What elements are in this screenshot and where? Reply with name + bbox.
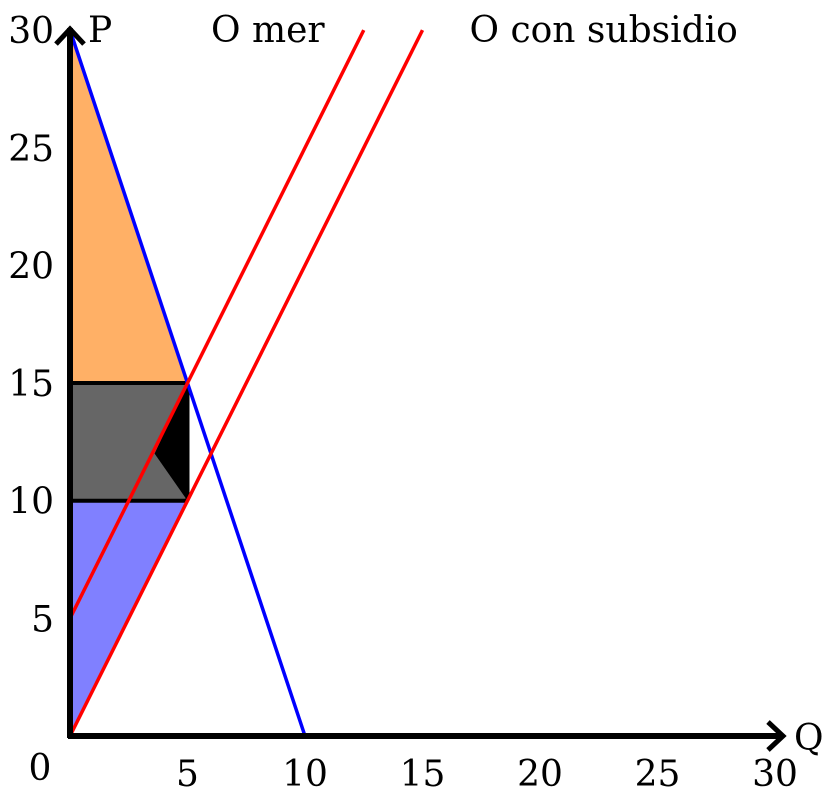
y-tick-label: 5	[31, 599, 54, 640]
series-label: O mer	[211, 10, 325, 51]
origin-label: 0	[29, 748, 52, 789]
series-label: O con subsidio	[470, 10, 738, 51]
x-tick-label: 15	[400, 754, 446, 795]
y-tick-label: 15	[8, 364, 54, 405]
y-tick-label: 10	[8, 482, 54, 523]
x-tick-label: 25	[635, 754, 681, 795]
x-tick-label: 5	[176, 754, 199, 795]
black-triangle	[154, 383, 188, 501]
gray-area	[70, 383, 188, 501]
x-tick-label: 30	[752, 754, 798, 795]
o-mer-line	[68, 29, 366, 620]
y-tick-label: 20	[8, 246, 54, 287]
series-labels: O mer O con subsidio	[211, 10, 738, 51]
x-axis-label: Q	[794, 718, 824, 759]
o-con-subsidio-line	[68, 29, 425, 737]
y-tick-label: 25	[8, 129, 54, 170]
x-tick-label: 10	[282, 754, 328, 795]
y-axis-arrow-icon	[54, 25, 86, 46]
x-axis-arrow-icon	[766, 720, 787, 752]
tick-labels: 5 10 15 20 25 30 5 10 15 20 25 30	[8, 11, 798, 795]
x-tick-label: 20	[517, 754, 563, 795]
axes	[54, 25, 787, 752]
y-axis-label: P	[88, 10, 112, 51]
y-tick-label: 30	[8, 11, 54, 52]
series-lines	[68, 29, 425, 737]
